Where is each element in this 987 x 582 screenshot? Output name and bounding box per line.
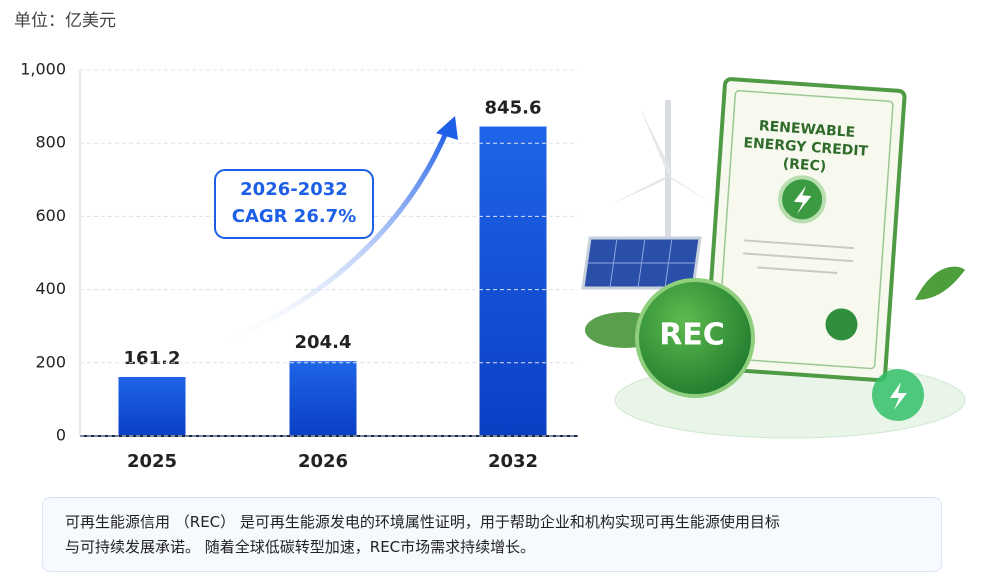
- certificate-title: RENEWABLE: [758, 118, 855, 141]
- badge-text: REC: [659, 318, 725, 353]
- trend-arrow: [214, 127, 451, 348]
- bar: [118, 377, 186, 436]
- unit-label: 单位：亿美元: [14, 11, 116, 31]
- value-label: 161.2: [124, 348, 181, 369]
- bar: [289, 361, 357, 436]
- bar: [479, 126, 547, 436]
- y-tick-label: 0: [56, 426, 66, 445]
- annotation: 2026-2032: [240, 179, 348, 200]
- y-tick-label: 800: [35, 133, 66, 152]
- chart: 845.6 2032 204.4 2026 161.2 2025 1,000 800 600 40…: [20, 60, 966, 472]
- x-tick-label: 2032: [488, 451, 538, 472]
- description-line: 与可持续发展承诺。 随着全球低碳转型加速，REC市场需求持续增长。: [65, 538, 536, 556]
- y-tick-label: 400: [35, 279, 66, 298]
- description: 可再生能源信用 （REC） 是可再生能源发电的环境属性证明，用于帮助企业和机构实…: [42, 497, 942, 572]
- y-tick-label: 1,000: [20, 60, 66, 79]
- description-line: 可再生能源信用 （REC） 是可再生能源发电的环境属性证明，用于帮助企业和机构实…: [65, 513, 780, 531]
- value-label: 845.6: [485, 98, 542, 119]
- x-tick-label: 2026: [298, 451, 348, 472]
- certificate-title: (REC): [782, 156, 826, 175]
- illustration: [581, 77, 966, 439]
- value-label: 204.4: [295, 332, 352, 353]
- annotation: CAGR 26.7%: [232, 206, 357, 227]
- y-tick-label: 200: [35, 352, 66, 371]
- x-tick-label: 2025: [127, 451, 177, 472]
- arrow-head: [436, 116, 458, 140]
- y-tick-label: 600: [35, 206, 66, 225]
- annotation-box: [214, 169, 374, 239]
